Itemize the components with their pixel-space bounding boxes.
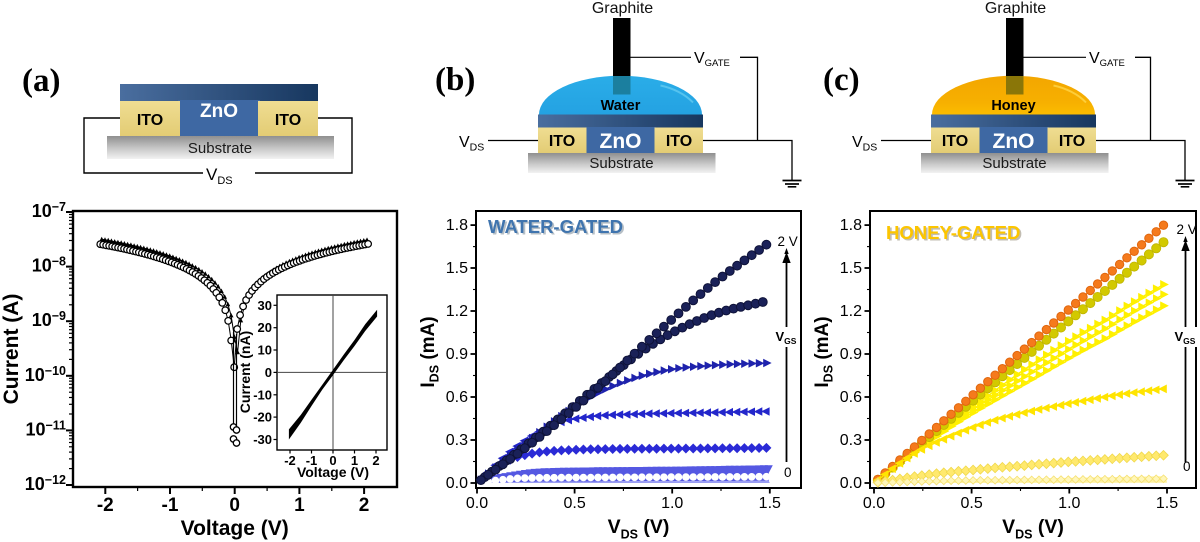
svg-text:Honey: Honey: [991, 98, 1035, 114]
svg-text:VDS: VDS: [459, 134, 484, 154]
svg-text:0: 0: [329, 453, 336, 468]
svg-text:-10: -10: [253, 387, 272, 402]
svg-text:0.3: 0.3: [446, 432, 468, 449]
svg-text:(c): (c): [823, 62, 860, 98]
svg-text:0.3: 0.3: [840, 432, 862, 449]
svg-text:2: 2: [372, 453, 379, 468]
svg-text:VDS: VDS: [852, 134, 877, 154]
svg-text:Graphite: Graphite: [592, 0, 653, 17]
svg-text:10−7: 10−7: [32, 200, 66, 221]
svg-text:-30: -30: [253, 432, 272, 447]
svg-text:-1: -1: [162, 495, 179, 516]
svg-text:1: 1: [294, 495, 305, 516]
svg-text:VDS (V): VDS (V): [608, 516, 670, 542]
svg-text:ITO: ITO: [666, 133, 692, 150]
svg-text:1.5: 1.5: [1156, 495, 1178, 512]
svg-text:IDS (mA): IDS (mA): [812, 316, 836, 387]
svg-text:0.6: 0.6: [446, 389, 468, 406]
svg-text:2 V: 2 V: [778, 234, 798, 249]
svg-text:0.6: 0.6: [840, 389, 862, 406]
svg-text:1: 1: [351, 453, 358, 468]
svg-text:2 V: 2 V: [1177, 222, 1197, 237]
svg-text:ZnO: ZnO: [200, 101, 238, 122]
svg-text:1.5: 1.5: [446, 260, 468, 277]
svg-text:0.5: 0.5: [960, 495, 982, 512]
svg-text:Current (nA): Current (nA): [237, 331, 253, 413]
svg-text:10−11: 10−11: [25, 418, 66, 439]
svg-text:0.0: 0.0: [863, 495, 885, 512]
svg-text:VGATE: VGATE: [694, 50, 730, 69]
svg-text:WATER-GATED: WATER-GATED: [488, 216, 623, 237]
svg-text:-2: -2: [284, 453, 296, 468]
svg-text:VGATE: VGATE: [1089, 50, 1125, 69]
svg-text:Substrate: Substrate: [982, 155, 1046, 172]
svg-text:30: 30: [258, 298, 272, 313]
svg-text:ITO: ITO: [1059, 133, 1085, 150]
svg-text:1.2: 1.2: [446, 303, 468, 320]
svg-text:1.8: 1.8: [840, 217, 862, 234]
svg-text:0: 0: [229, 495, 240, 516]
svg-text:-2: -2: [97, 495, 114, 516]
svg-text:-20: -20: [253, 410, 272, 425]
svg-text:1.5: 1.5: [759, 495, 781, 512]
svg-text:ZnO: ZnO: [993, 130, 1035, 153]
svg-text:10: 10: [258, 343, 272, 358]
svg-text:ITO: ITO: [275, 112, 301, 129]
svg-text:ZnO: ZnO: [600, 130, 642, 153]
svg-text:10−9: 10−9: [32, 309, 66, 330]
svg-text:IDS (mA): IDS (mA): [418, 316, 442, 387]
svg-text:ITO: ITO: [137, 112, 163, 129]
svg-text:0: 0: [1183, 459, 1191, 474]
svg-text:1.5: 1.5: [840, 260, 862, 277]
svg-text:Graphite: Graphite: [985, 0, 1046, 17]
svg-text:ITO: ITO: [549, 133, 575, 150]
svg-text:WATER-GATED: WATER-GATED: [490, 218, 625, 239]
svg-text:0: 0: [784, 465, 792, 480]
svg-text:HONEY-GATED: HONEY-GATED: [888, 224, 1022, 245]
svg-text:VDS (V): VDS (V): [1002, 516, 1064, 542]
svg-text:0.9: 0.9: [840, 346, 862, 363]
svg-text:0.5: 0.5: [563, 495, 585, 512]
svg-text:0: 0: [265, 365, 272, 380]
svg-text:VDS: VDS: [206, 165, 233, 187]
svg-text:0.0: 0.0: [446, 475, 468, 492]
svg-text:0.0: 0.0: [466, 495, 488, 512]
svg-text:0.0: 0.0: [840, 475, 862, 492]
svg-text:10−12: 10−12: [25, 473, 66, 494]
svg-text:Water: Water: [601, 98, 641, 114]
svg-text:HONEY-GATED: HONEY-GATED: [886, 222, 1020, 243]
svg-text:20: 20: [258, 320, 272, 335]
svg-text:Substrate: Substrate: [188, 140, 252, 157]
svg-text:Voltage (V): Voltage (V): [297, 464, 369, 480]
svg-text:(a): (a): [22, 63, 60, 99]
svg-text:Voltage (V): Voltage (V): [181, 517, 289, 540]
svg-text:1.2: 1.2: [840, 303, 862, 320]
svg-text:Current (A): Current (A): [0, 294, 23, 405]
svg-text:10−8: 10−8: [32, 255, 66, 276]
svg-text:(b): (b): [435, 62, 475, 98]
svg-text:1.0: 1.0: [1058, 495, 1080, 512]
svg-text:0.9: 0.9: [446, 346, 468, 363]
svg-text:2: 2: [359, 495, 370, 516]
svg-text:10−10: 10−10: [25, 364, 66, 385]
svg-text:ITO: ITO: [942, 133, 968, 150]
svg-text:Substrate: Substrate: [589, 155, 653, 172]
svg-text:-1: -1: [306, 453, 318, 468]
svg-text:1.0: 1.0: [661, 495, 683, 512]
svg-text:1.8: 1.8: [446, 217, 468, 234]
